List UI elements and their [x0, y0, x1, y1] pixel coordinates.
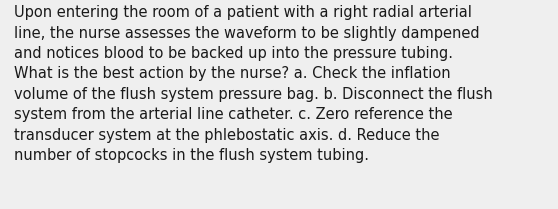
- Text: Upon entering the room of a patient with a right radial arterial
line, the nurse: Upon entering the room of a patient with…: [14, 5, 493, 163]
